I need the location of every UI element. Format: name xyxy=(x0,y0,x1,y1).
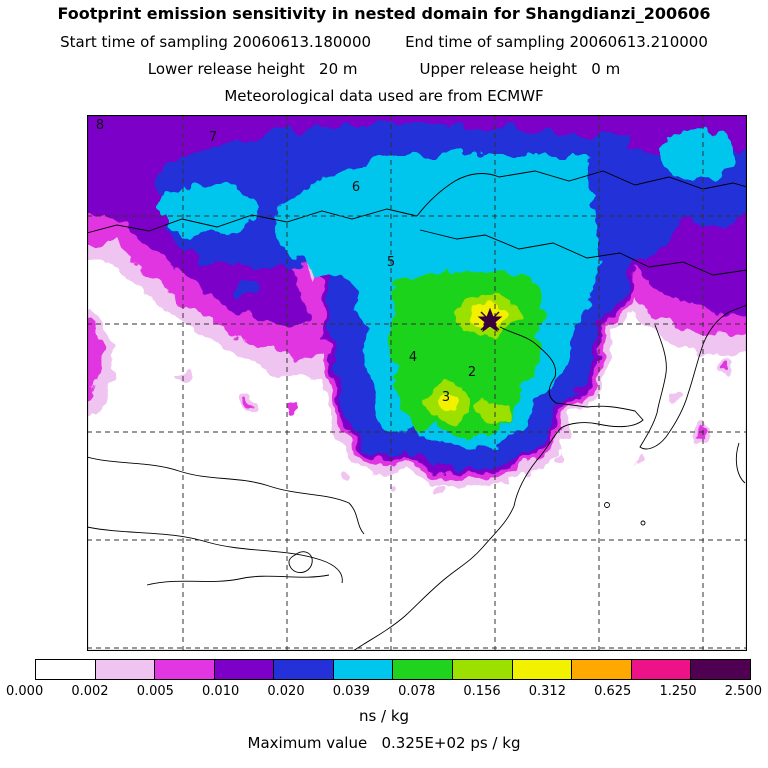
contour-label: 2 xyxy=(468,365,476,380)
colorbar-tick-label: 0.156 xyxy=(463,684,501,699)
release-site-star-icon xyxy=(477,307,503,333)
met-source-label: Meteorological data used are from ECMWF xyxy=(224,87,544,105)
colorbar-tick-label: 1.250 xyxy=(659,684,697,699)
plot-title: Footprint emission sensitivity in nested… xyxy=(57,4,711,23)
max-value-label: Maximum value 0.325E+02 ps / kg xyxy=(247,734,521,752)
footprint-map: 8 7 6 5 4 2 3 xyxy=(27,91,768,652)
colorbar-cell xyxy=(274,660,334,679)
sampling-times-line: Start time of sampling 20060613.180000 E… xyxy=(0,33,768,51)
colorbar xyxy=(35,659,751,680)
colorbar-tick-label: 0.078 xyxy=(398,684,436,699)
colorbar-cell xyxy=(572,660,632,679)
start-time-label: Start time of sampling 20060613.180000 xyxy=(60,33,372,51)
contour-label: 5 xyxy=(387,255,395,270)
contour-label: 6 xyxy=(352,180,360,195)
colorbar-tick-label: 0.010 xyxy=(202,684,240,699)
colorbar-cell xyxy=(453,660,513,679)
colorbar-cell xyxy=(691,660,750,679)
colorbar-tick-labels: 0.000 0.002 0.005 0.010 0.020 0.039 0.07… xyxy=(6,684,762,699)
contour-labels: 8 7 6 5 4 2 3 xyxy=(96,118,476,405)
colorbar-cell xyxy=(36,660,96,679)
coastline-border-lines xyxy=(86,170,748,652)
colorbar-cell xyxy=(512,660,573,679)
grid-lines xyxy=(87,115,747,651)
colorbar-tick-label: 0.000 xyxy=(6,684,44,699)
colorbar-tick-label: 0.005 xyxy=(136,684,174,699)
colorbar-cell xyxy=(95,660,156,679)
colorbar-tick-label: 0.312 xyxy=(528,684,566,699)
contour-label: 4 xyxy=(409,350,417,365)
colorbar-tick-label: 0.039 xyxy=(332,684,370,699)
end-time-label: End time of sampling 20060613.210000 xyxy=(405,33,708,51)
colorbar-tick-label: 0.002 xyxy=(71,684,109,699)
colorbar-tick-label: 0.625 xyxy=(594,684,632,699)
upper-release-label: Upper release height 0 m xyxy=(419,60,621,78)
contour-label: 7 xyxy=(209,130,217,145)
lower-release-label: Lower release height 20 m xyxy=(147,60,358,78)
contour-label: 3 xyxy=(442,390,450,405)
colorbar-cell xyxy=(333,660,394,679)
release-heights-line: Lower release height 20 m Upper release … xyxy=(0,60,768,78)
colorbar-cell xyxy=(631,660,692,679)
colorbar-units-label: ns / kg xyxy=(358,707,410,725)
met-source-line: Meteorological data used are from ECMWF xyxy=(0,87,768,105)
colorbar-tick-label: 2.500 xyxy=(724,684,762,699)
map-frame: 8 7 6 5 4 2 3 xyxy=(27,91,768,652)
colorbar-cell xyxy=(214,660,275,679)
colorbar-cell xyxy=(155,660,215,679)
map-border xyxy=(86,114,748,652)
colorbar-tick-label: 0.020 xyxy=(267,684,305,699)
contour-label: 8 xyxy=(96,118,104,133)
colorbar-cell xyxy=(393,660,454,679)
